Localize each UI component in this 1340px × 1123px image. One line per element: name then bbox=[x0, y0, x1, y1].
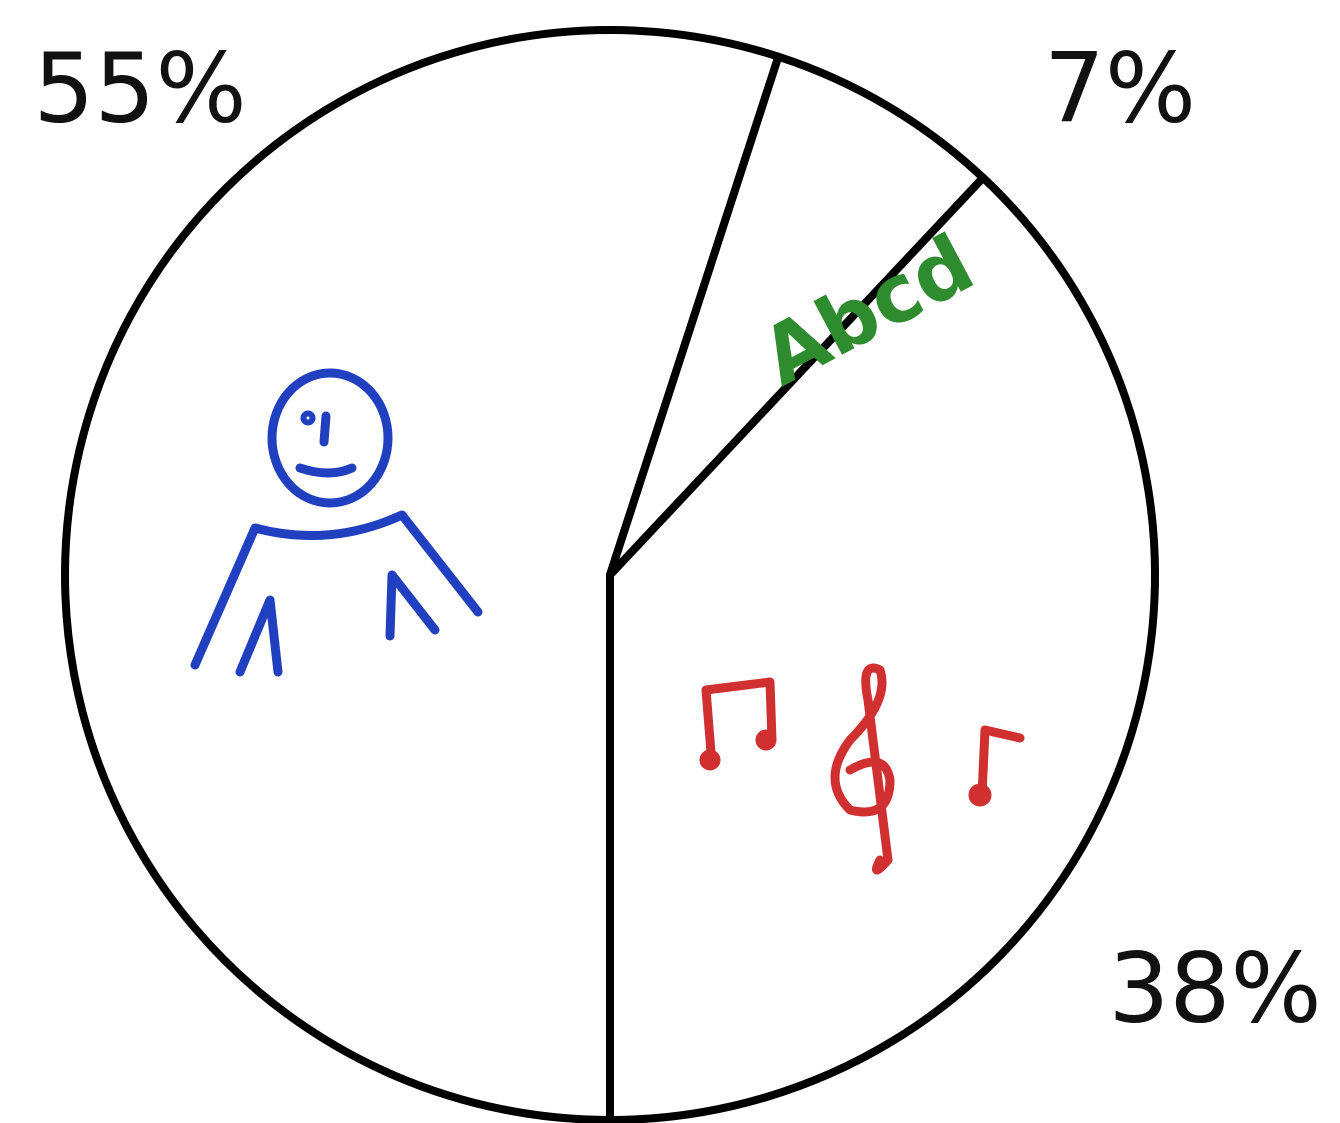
slices bbox=[61, 26, 1159, 1123]
value-label: 38% bbox=[1108, 932, 1321, 1044]
value-label: 55% bbox=[33, 32, 246, 144]
pie-slice bbox=[606, 173, 1159, 1123]
pie-slice bbox=[61, 26, 783, 1123]
pie-slice bbox=[606, 52, 988, 579]
person-icon bbox=[190, 368, 483, 677]
music-icon bbox=[699, 663, 1025, 875]
value-label: 7% bbox=[1044, 32, 1196, 144]
